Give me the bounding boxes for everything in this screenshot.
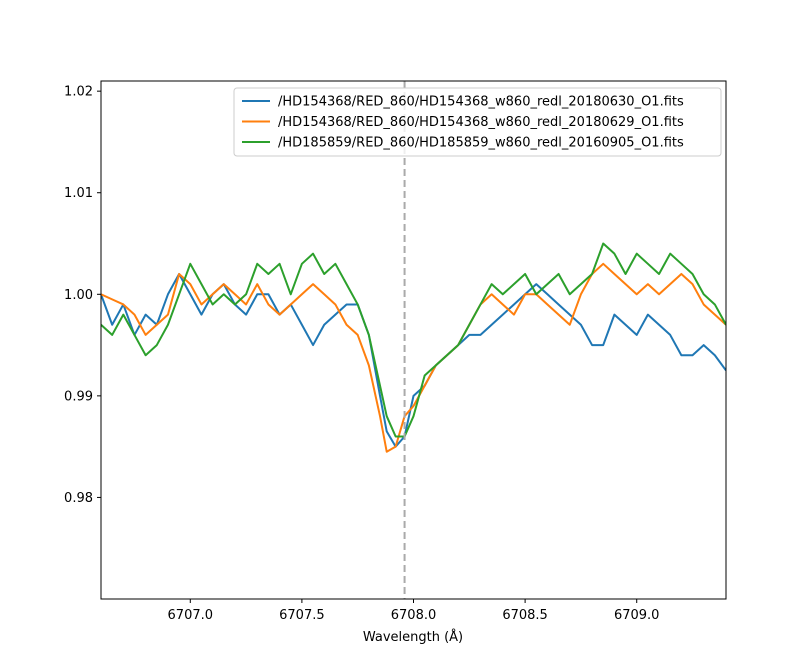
legend-entry-label: /HD154368/RED_860/HD154368_w860_redl_201… — [278, 115, 684, 130]
series-line-3 — [101, 242, 726, 438]
y-tick-label: 0.99 — [64, 389, 93, 404]
y-tick-label: 0.98 — [64, 491, 93, 506]
y-axis-ticks: 0.98 0.99 1.00 1.01 1.02 — [64, 85, 101, 506]
x-tick-label: 6708.0 — [391, 608, 437, 623]
y-tick-label: 1.00 — [64, 288, 93, 303]
y-tick-label: 1.02 — [64, 85, 93, 100]
legend-box — [233, 87, 722, 157]
legend-entry-label: /HD154368/RED_860/HD154368_w860_redl_201… — [278, 95, 684, 110]
series-line-1 — [101, 272, 726, 448]
x-tick-label: 6707.0 — [168, 608, 214, 623]
x-tick-label: 6708.5 — [502, 608, 548, 623]
legend: /HD154368/RED_860/HD154368_w860_redl_201… — [233, 87, 722, 157]
series-layer — [101, 242, 726, 453]
x-tick-label: 6707.5 — [279, 608, 325, 623]
legend-entry-label: /HD185859/RED_860/HD185859_w860_redl_201… — [278, 136, 684, 151]
series-line-2 — [101, 262, 726, 453]
x-tick-label: 6709.0 — [614, 608, 660, 623]
x-axis-ticks: 6707.0 6707.5 6708.0 6708.5 6709.0 — [168, 599, 660, 623]
y-tick-label: 1.01 — [64, 186, 93, 201]
x-axis-label: Wavelength (Å) — [363, 629, 463, 645]
